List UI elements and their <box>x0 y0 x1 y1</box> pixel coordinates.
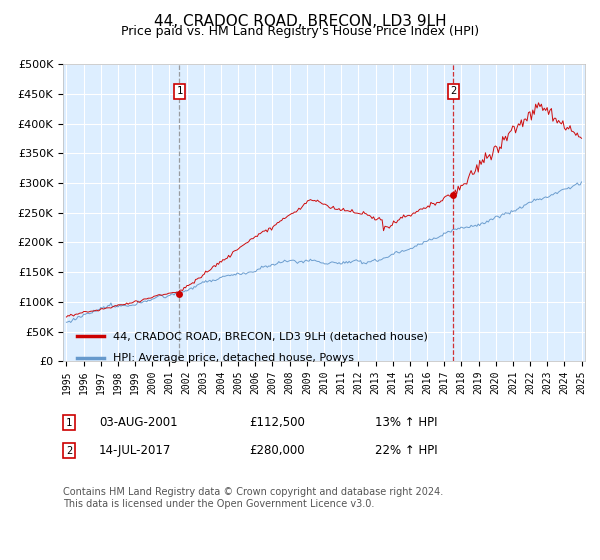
Text: 1: 1 <box>176 86 182 96</box>
Text: HPI: Average price, detached house, Powys: HPI: Average price, detached house, Powy… <box>113 353 354 363</box>
Text: £280,000: £280,000 <box>249 444 305 458</box>
Text: 22% ↑ HPI: 22% ↑ HPI <box>375 444 437 458</box>
Text: 03-AUG-2001: 03-AUG-2001 <box>99 416 178 430</box>
Text: Price paid vs. HM Land Registry's House Price Index (HPI): Price paid vs. HM Land Registry's House … <box>121 25 479 38</box>
Text: 2: 2 <box>66 446 72 456</box>
Text: £112,500: £112,500 <box>249 416 305 430</box>
Text: 2: 2 <box>450 86 457 96</box>
Text: Contains HM Land Registry data © Crown copyright and database right 2024.
This d: Contains HM Land Registry data © Crown c… <box>63 487 443 509</box>
Text: 1: 1 <box>66 418 72 428</box>
Text: 13% ↑ HPI: 13% ↑ HPI <box>375 416 437 430</box>
Text: 44, CRADOC ROAD, BRECON, LD3 9LH: 44, CRADOC ROAD, BRECON, LD3 9LH <box>154 14 446 29</box>
Text: 14-JUL-2017: 14-JUL-2017 <box>99 444 172 458</box>
Text: 44, CRADOC ROAD, BRECON, LD3 9LH (detached house): 44, CRADOC ROAD, BRECON, LD3 9LH (detach… <box>113 331 428 341</box>
